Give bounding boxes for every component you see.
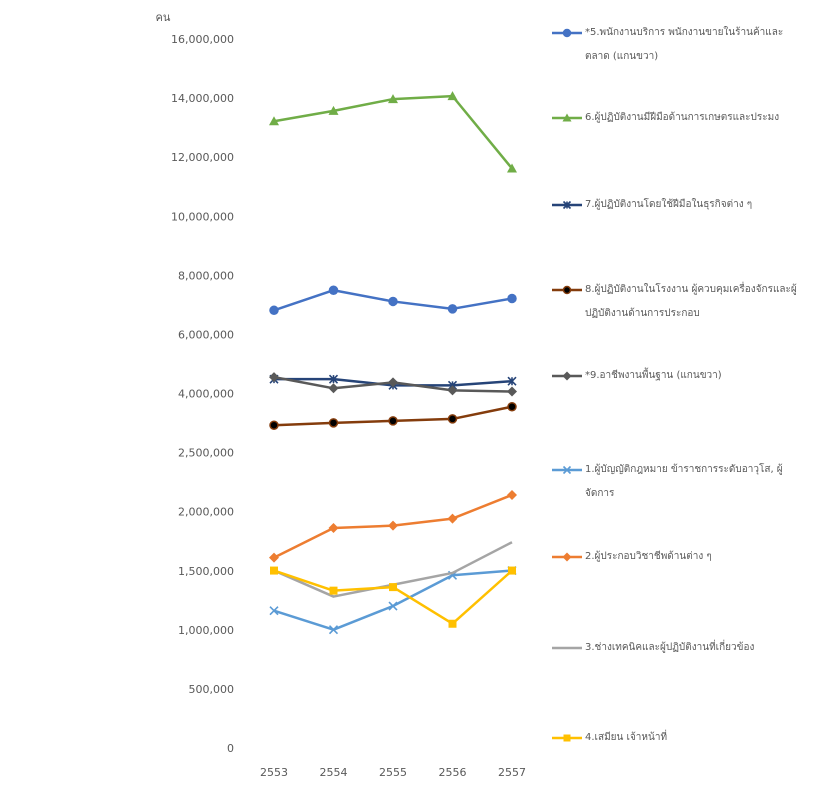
y-tick-label: 14,000,000 xyxy=(171,92,234,105)
marker xyxy=(269,552,279,563)
marker xyxy=(508,566,516,575)
marker xyxy=(329,586,338,595)
marker xyxy=(562,371,572,381)
marker xyxy=(447,385,458,396)
y-tick-label: 8,000,000 xyxy=(178,269,234,282)
legend-label: *9.อาชีพงานพื้นฐาน (แกนขวา) xyxy=(585,370,722,381)
y-tick-label: 500,000 xyxy=(189,683,235,696)
legend-label: 2.ผู้ประกอบวิชาชีพด้านต่าง ๆ xyxy=(585,551,712,562)
y-tick-label: 4,000,000 xyxy=(178,388,234,401)
y-tick-label: 0 xyxy=(227,742,234,755)
x-tick-label: 2554 xyxy=(320,766,348,779)
x-tick-label: 2557 xyxy=(498,766,526,779)
marker xyxy=(507,376,517,386)
marker xyxy=(562,28,572,38)
marker xyxy=(388,520,398,531)
marker xyxy=(562,552,572,562)
x-tick-label: 2556 xyxy=(439,766,467,779)
marker xyxy=(269,420,279,430)
y-tick-label: 1,500,000 xyxy=(178,565,234,578)
marker xyxy=(388,416,398,426)
legend-label: 1.ผู้บัญญัติกฎหมาย ข้าราชการระดับอาวุโส,… xyxy=(585,464,783,499)
marker xyxy=(389,583,397,592)
marker xyxy=(388,377,398,388)
x-tick-label: 2553 xyxy=(260,766,288,779)
marker xyxy=(388,296,398,307)
y-tick-label: 10,000,000 xyxy=(171,210,234,223)
marker xyxy=(270,566,278,575)
marker xyxy=(388,94,398,104)
marker xyxy=(269,116,279,126)
marker xyxy=(447,91,458,101)
marker xyxy=(328,625,339,635)
marker xyxy=(328,374,339,384)
marker xyxy=(507,489,517,500)
marker xyxy=(328,285,339,295)
marker xyxy=(269,372,279,383)
y-tick-label: 2,000,000 xyxy=(178,506,234,519)
y-tick-label: 6,000,000 xyxy=(178,328,234,341)
marker xyxy=(507,386,517,397)
series-line xyxy=(273,94,513,170)
marker xyxy=(269,606,279,616)
marker xyxy=(507,293,517,304)
marker xyxy=(507,163,517,173)
marker xyxy=(447,414,458,424)
legend-label: 3.ช่างเทคนิคและผู้ปฏิบัติงานที่เกี่ยวข้อ… xyxy=(585,642,755,653)
marker xyxy=(447,304,458,314)
y-tick-label: 12,000,000 xyxy=(171,151,234,164)
marker xyxy=(562,113,572,122)
marker xyxy=(562,285,572,295)
legend-label: 4.เสมียน เจ้าหน้าที่ xyxy=(585,732,668,743)
series-line xyxy=(273,569,513,625)
marker xyxy=(328,383,339,394)
marker xyxy=(328,418,339,428)
legend-label: 6.ผู้ปฏิบัติงานมีฝีมือด้านการเกษตรและประ… xyxy=(585,112,780,123)
marker xyxy=(269,305,279,316)
x-tick-label: 2555 xyxy=(379,766,407,779)
y-tick-label: 1,000,000 xyxy=(178,624,234,637)
marker xyxy=(448,619,457,628)
legend-label: 8.ผู้ปฏิบัติงานในโรงงาน ผู้ควบคุมเครื่อง… xyxy=(585,284,797,319)
marker xyxy=(328,105,339,115)
marker xyxy=(562,465,572,475)
legend-label: 7.ผู้ปฏิบัติงานโดยใช้ฝีมือในธุรกิจต่าง ๆ xyxy=(585,199,753,210)
marker xyxy=(507,401,517,412)
legend-label: *5.พนักงานบริการ พนักงานขายในร้านค้าและต… xyxy=(585,27,784,62)
marker xyxy=(562,200,572,210)
y-axis-title: คน xyxy=(156,11,171,24)
marker xyxy=(563,734,571,742)
marker xyxy=(328,523,339,534)
y-tick-label: 16,000,000 xyxy=(171,33,234,46)
series-line xyxy=(273,569,513,631)
marker xyxy=(447,513,458,524)
y-tick-label: 2,500,000 xyxy=(178,447,234,460)
marker xyxy=(388,601,398,611)
